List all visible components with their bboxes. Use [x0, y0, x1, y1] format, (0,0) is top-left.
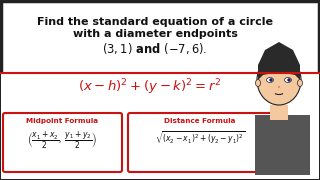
Text: $\sqrt{(x_2 - x_1)^2 + (y_2 - y_1)^2}$: $\sqrt{(x_2 - x_1)^2 + (y_2 - y_1)^2}$ — [155, 130, 245, 147]
Polygon shape — [255, 115, 310, 175]
Text: with a diameter endpoints: with a diameter endpoints — [73, 29, 237, 39]
Text: Find the standard equation of a circle: Find the standard equation of a circle — [37, 17, 273, 27]
Text: Distance Formula: Distance Formula — [164, 118, 236, 124]
Ellipse shape — [284, 78, 292, 82]
Ellipse shape — [287, 78, 291, 82]
Ellipse shape — [267, 78, 274, 82]
Ellipse shape — [278, 86, 280, 88]
Ellipse shape — [298, 80, 302, 87]
FancyBboxPatch shape — [128, 113, 272, 172]
FancyBboxPatch shape — [270, 105, 288, 120]
Text: $(3, 1)$ and $(-7, 6).$: $(3, 1)$ and $(-7, 6).$ — [102, 41, 208, 56]
Ellipse shape — [269, 78, 273, 82]
Ellipse shape — [255, 80, 260, 87]
Text: $(x - h)^2 + (y - k)^2 = r^2$: $(x - h)^2 + (y - k)^2 = r^2$ — [78, 77, 222, 97]
Text: $\left(\dfrac{x_1 + x_2}{2},\ \dfrac{y_1 + y_2}{2}\right)$: $\left(\dfrac{x_1 + x_2}{2},\ \dfrac{y_1… — [27, 130, 97, 151]
FancyBboxPatch shape — [1, 73, 319, 179]
Polygon shape — [258, 42, 300, 80]
FancyBboxPatch shape — [3, 113, 122, 172]
Text: Midpoint Formula: Midpoint Formula — [26, 118, 98, 124]
Ellipse shape — [257, 55, 301, 105]
